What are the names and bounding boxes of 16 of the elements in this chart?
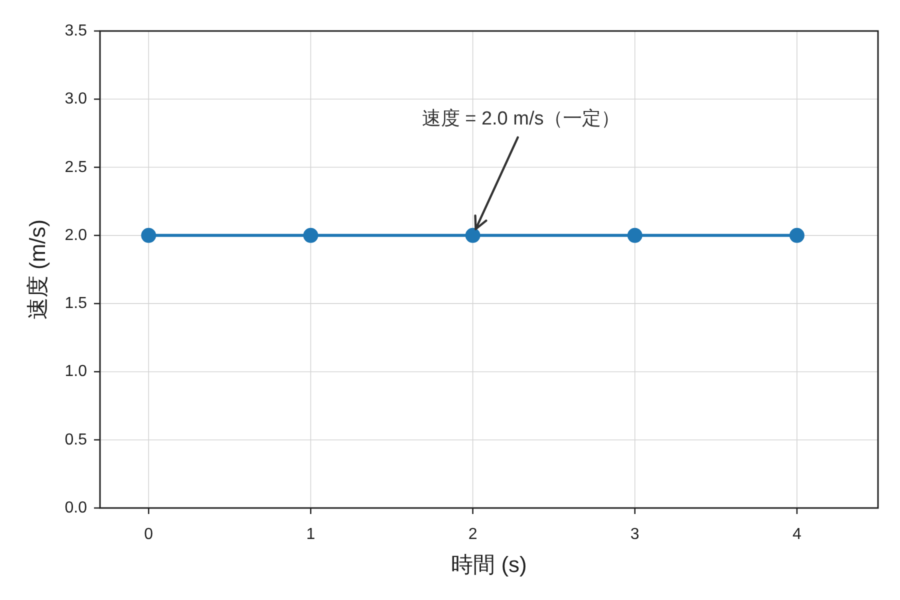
annotation: 速度 = 2.0 m/s（一定） [422, 107, 620, 130]
x-tick-label: 1 [306, 526, 316, 543]
x-tick-label: 3 [630, 526, 640, 543]
x-axis-title: 時間 (s) [451, 552, 527, 577]
x-tick-label: 0 [144, 526, 154, 543]
y-tick-label: 0.0 [64, 500, 88, 516]
y-tick-label: 3.5 [64, 22, 88, 40]
y-tick-label: 1.0 [64, 363, 88, 380]
x-tick-label: 4 [792, 526, 802, 543]
x-tick-label: 2 [468, 526, 478, 543]
y-tick-label: 1.5 [64, 295, 88, 312]
y-tick-label: 2.5 [64, 158, 88, 176]
y-tick-label: 0.5 [64, 431, 88, 448]
y-tick-label: 3.0 [64, 90, 88, 108]
y-tick-label: 2.0 [64, 226, 88, 244]
y-axis-title: 速度 (m/s) [25, 219, 50, 320]
